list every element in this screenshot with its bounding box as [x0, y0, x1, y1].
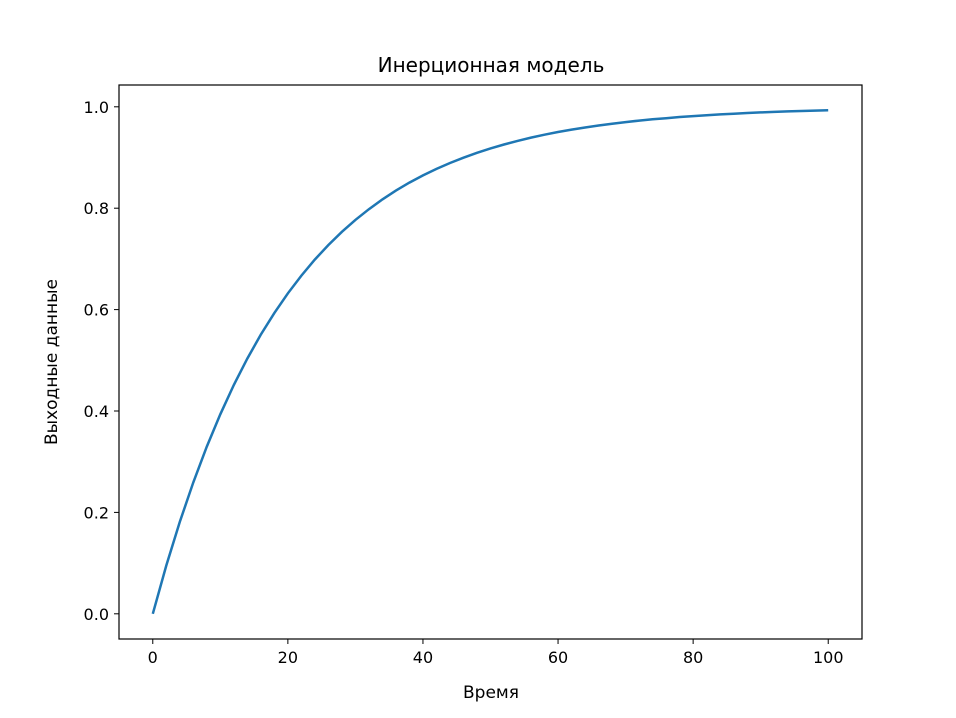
chart-title: Инерционная модель: [378, 53, 605, 77]
x-tick-label: 0: [148, 648, 158, 667]
y-tick-label: 0.2: [84, 503, 109, 522]
x-tick-label: 20: [278, 648, 298, 667]
y-tick-label: 1.0: [84, 98, 109, 117]
y-tick-label: 0.0: [84, 605, 109, 624]
y-tick-label: 0.4: [84, 402, 109, 421]
y-tick-label: 0.8: [84, 199, 109, 218]
x-tick-label: 40: [413, 648, 433, 667]
y-axis-label: Выходные данные: [42, 279, 62, 445]
x-axis-label: Время: [463, 683, 519, 703]
y-tick-label: 0.6: [84, 301, 109, 320]
series-line: [151, 108, 829, 615]
axes-frame: [118, 84, 863, 640]
x-tick-label: 60: [548, 648, 568, 667]
x-tick-label: 100: [813, 648, 844, 667]
x-tick-label: 80: [683, 648, 703, 667]
